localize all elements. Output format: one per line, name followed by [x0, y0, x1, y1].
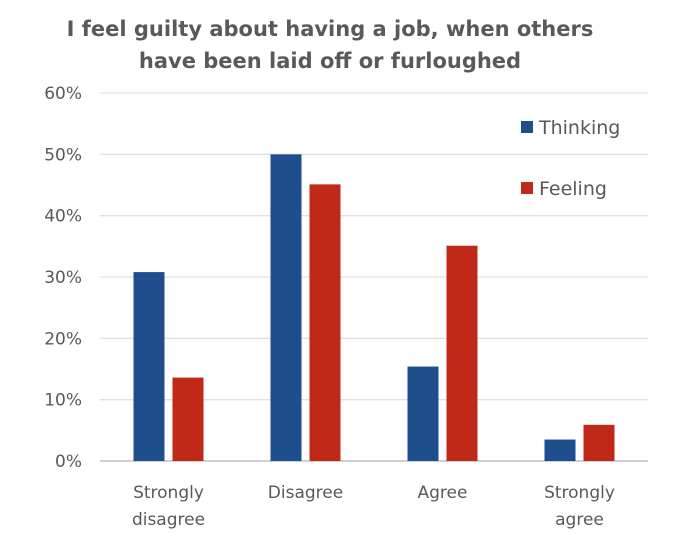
y-tick-label: 10% [44, 391, 82, 411]
y-tick-label: 0% [55, 452, 82, 472]
bar-feeling [446, 245, 478, 461]
bar-thinking [407, 366, 439, 461]
bar-feeling [172, 377, 204, 461]
x-tick-label: Strongly [544, 483, 615, 503]
legend-label: Feeling [539, 178, 607, 200]
x-tick-label: Agree [418, 483, 468, 503]
legend-swatch-feeling [521, 182, 533, 194]
bar-feeling [583, 424, 615, 461]
bar-thinking [544, 439, 576, 461]
x-tick-label: disagree [132, 510, 205, 530]
chart-title: I feel guilty about having a job, when o… [67, 17, 594, 41]
x-tick-label: Disagree [268, 483, 343, 503]
x-tick-label: agree [555, 510, 604, 530]
y-tick-label: 40% [44, 207, 82, 227]
bar-feeling [309, 184, 341, 462]
y-tick-label: 30% [44, 268, 82, 288]
y-tick-label: 60% [44, 84, 82, 104]
legend-swatch-thinking [521, 121, 533, 133]
y-tick-label: 50% [44, 145, 82, 165]
x-tick-label: Strongly [133, 483, 204, 503]
bar-thinking [133, 272, 165, 461]
y-tick-label: 20% [44, 329, 82, 349]
legend-label: Thinking [538, 117, 620, 139]
chart-title: have been laid off or furloughed [139, 49, 521, 73]
bar-thinking [270, 154, 302, 462]
